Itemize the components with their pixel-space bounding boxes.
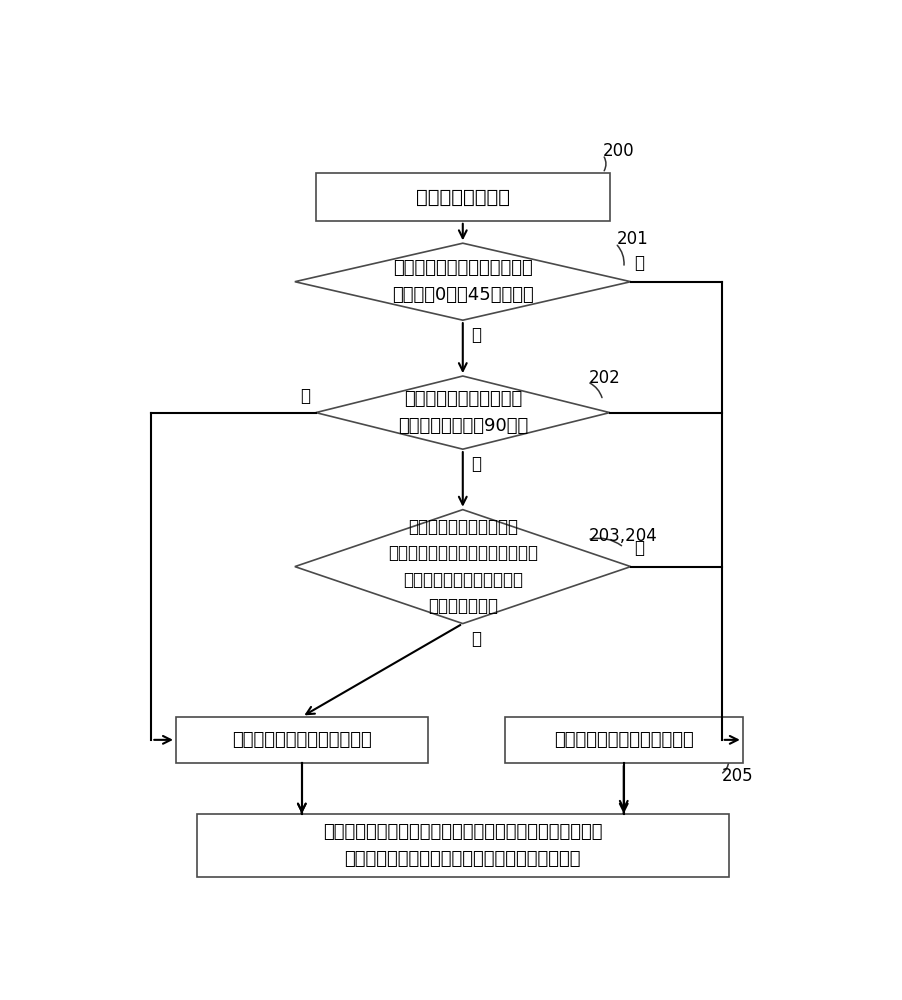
- Text: 是: 是: [471, 630, 481, 648]
- Text: 202: 202: [588, 369, 620, 387]
- Text: 投影仪沿投影角度最小的
投射线到投影面的距离大于投影仪
沿投影角度最大的投射线到
投影面的距离？: 投影仪沿投影角度最小的 投射线到投影面的距离大于投影仪 沿投影角度最大的投射线到…: [387, 518, 538, 615]
- Bar: [504, 717, 741, 763]
- Text: 否: 否: [471, 326, 481, 344]
- Text: 203,204: 203,204: [588, 527, 657, 545]
- Text: 205: 205: [721, 767, 752, 785]
- Text: 是: 是: [299, 387, 310, 405]
- Polygon shape: [316, 376, 609, 449]
- Bar: [316, 173, 609, 221]
- Text: 否: 否: [471, 455, 481, 473]
- Text: 得出投影仪的投射中心线与投影面的夹角，根据投影仪的投
射中心线与投影面的夹角，对投影仪进行梯形校正: 得出投影仪的投射中心线与投影面的夹角，根据投影仪的投 射中心线与投影面的夹角，对…: [323, 823, 602, 868]
- Text: 投影仪的投射中心线与水平面
的夹角在0度到45度之间？: 投影仪的投射中心线与水平面 的夹角在0度到45度之间？: [391, 259, 533, 304]
- Polygon shape: [295, 243, 630, 320]
- Bar: [197, 814, 728, 877]
- Text: 是: 是: [633, 254, 643, 272]
- Text: 投影角度最大的投射线的
投射角度大于等于90度？: 投影角度最大的投射线的 投射角度大于等于90度？: [397, 390, 528, 435]
- Text: 是: 是: [633, 539, 643, 557]
- Text: 将投影仪位置固定: 将投影仪位置固定: [415, 188, 510, 207]
- Text: 201: 201: [616, 230, 648, 248]
- Text: 判定投影面的方向为水平方向: 判定投影面的方向为水平方向: [232, 731, 372, 749]
- Text: 200: 200: [603, 142, 634, 160]
- Polygon shape: [295, 510, 630, 624]
- Text: 判定投影面的方向为垂直方向: 判定投影面的方向为垂直方向: [553, 731, 693, 749]
- Bar: [176, 717, 428, 763]
